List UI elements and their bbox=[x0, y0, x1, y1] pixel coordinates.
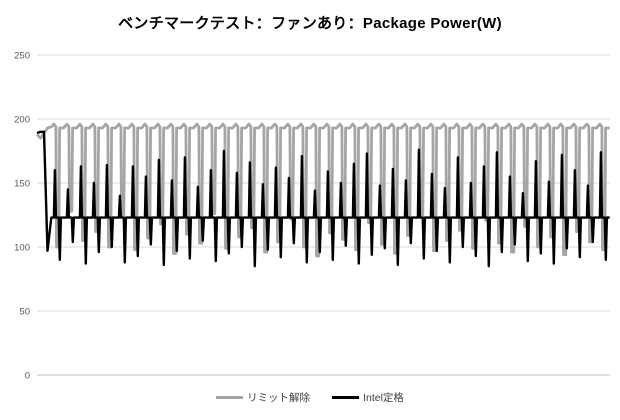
legend-line-swatch-black bbox=[332, 396, 360, 399]
y-axis-tick-label: 250 bbox=[14, 51, 30, 62]
chart-title: ベンチマークテスト：ファンあり：Package Power(W) bbox=[118, 15, 502, 32]
y-axis-tick-label: 0 bbox=[25, 371, 30, 382]
legend-label-limit-unlocked: リミット解除 bbox=[247, 392, 311, 404]
y-axis-tick-label: 100 bbox=[14, 243, 30, 254]
legend: リミット解除 Intel定格 bbox=[0, 390, 620, 405]
y-axis-tick-label: 200 bbox=[14, 115, 30, 126]
series-line-intel-rated bbox=[36, 130, 610, 268]
legend-label-intel-rated: Intel定格 bbox=[363, 392, 404, 404]
series-line-limit-unlocked bbox=[35, 122, 610, 258]
y-axis-tick-label: 50 bbox=[19, 307, 30, 318]
legend-item-limit-unlocked: リミット解除 bbox=[216, 390, 310, 405]
legend-item-intel-rated: Intel定格 bbox=[332, 390, 404, 405]
legend-line-swatch-gray bbox=[216, 396, 244, 399]
y-axis-tick-label: 150 bbox=[14, 179, 30, 190]
